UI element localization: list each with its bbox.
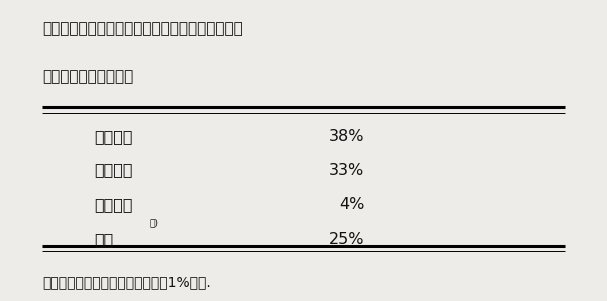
Text: 浸透溶脱: 浸透溶脱 <box>94 197 132 212</box>
Text: 脱窒: 脱窒 <box>94 232 114 247</box>
Text: 土壌残留: 土壌残留 <box>94 163 132 178</box>
Text: 注): 注) <box>150 218 159 227</box>
Text: 作物吸収: 作物吸収 <box>94 129 132 144</box>
Text: 表１　スラリーに添加した重窒素の施用後１年半: 表１ スラリーに添加した重窒素の施用後１年半 <box>42 21 243 36</box>
Text: 注）　亜酸化窒素としての脱窒は1%以下.: 注） 亜酸化窒素としての脱窒は1%以下. <box>42 275 211 290</box>
Text: における分配率: における分配率 <box>42 69 134 84</box>
Text: 25%: 25% <box>329 232 364 247</box>
Text: 33%: 33% <box>329 163 364 178</box>
Text: 4%: 4% <box>339 197 364 212</box>
Text: 38%: 38% <box>329 129 364 144</box>
